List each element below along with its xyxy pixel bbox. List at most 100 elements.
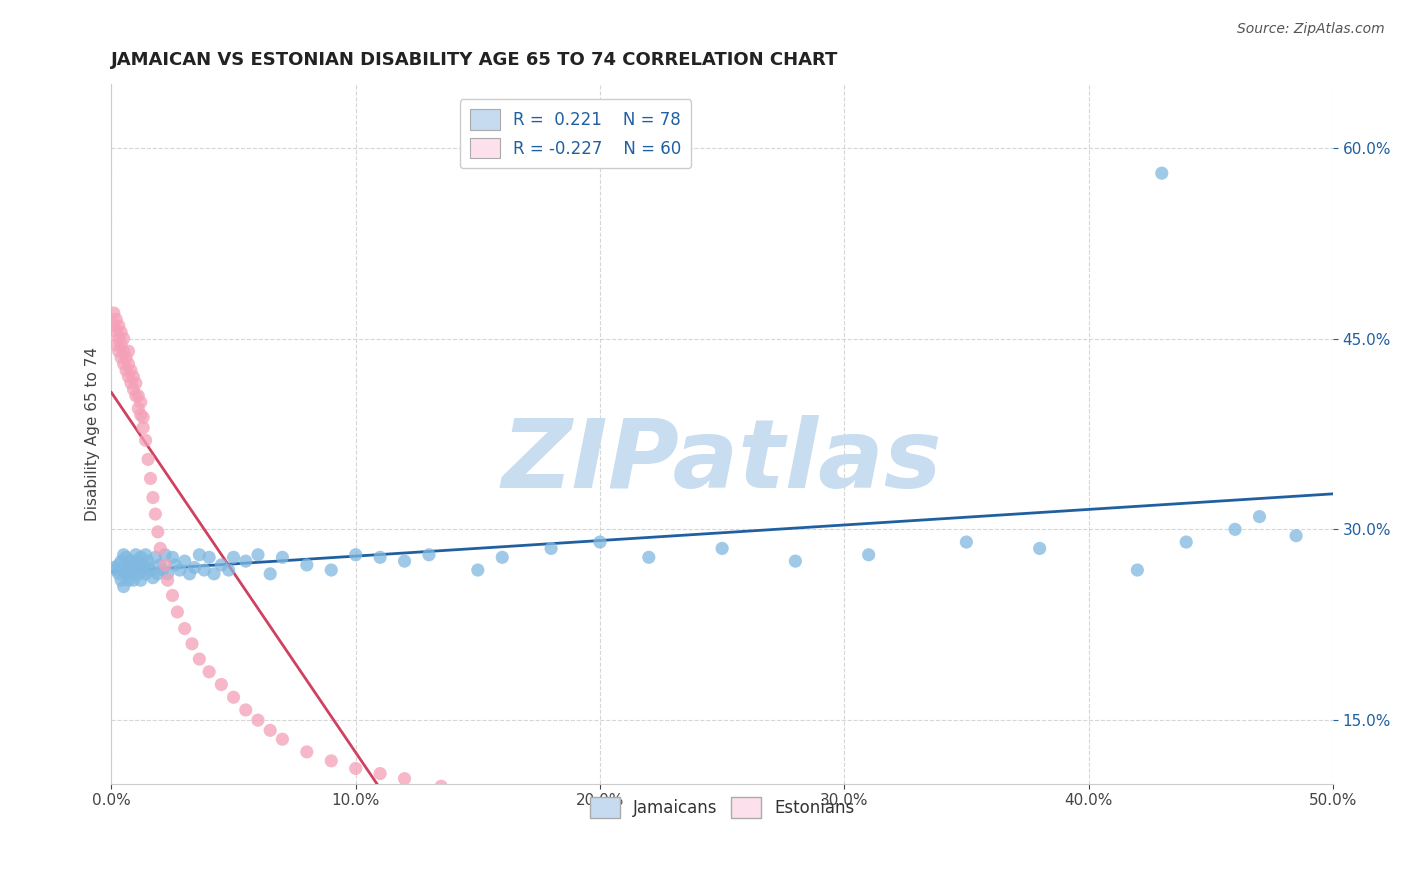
Text: JAMAICAN VS ESTONIAN DISABILITY AGE 65 TO 74 CORRELATION CHART: JAMAICAN VS ESTONIAN DISABILITY AGE 65 T… [111,51,839,69]
Point [166,605,188,619]
Point [149,558,172,572]
Point [115,351,138,365]
Point [103,560,125,574]
Point [271,732,294,747]
Point [136,554,159,568]
Point [110,573,132,587]
Point [1028,541,1050,556]
Point [117,369,139,384]
Point [163,558,186,572]
Point [1223,522,1246,536]
Point [246,713,269,727]
Point [115,363,138,377]
Point [125,548,148,562]
Point [179,566,201,581]
Point [162,550,184,565]
Point [516,789,538,804]
Point [418,548,440,562]
Point [136,452,159,467]
Point [105,312,128,326]
Point [858,548,880,562]
Point [193,563,215,577]
Point [785,554,807,568]
Point [430,779,453,793]
Point [246,548,269,562]
Point [122,558,145,572]
Point [125,376,148,390]
Point [209,677,232,691]
Point [103,306,125,320]
Point [368,550,391,565]
Point [142,571,165,585]
Point [107,332,129,346]
Point [152,563,174,577]
Point [145,550,167,565]
Point [107,344,129,359]
Point [115,566,138,581]
Point [105,325,128,339]
Point [394,554,416,568]
Point [142,491,165,505]
Point [540,541,562,556]
Point [122,573,145,587]
Point [183,560,205,574]
Point [169,563,191,577]
Point [153,558,176,572]
Point [127,560,149,574]
Point [120,566,142,581]
Point [139,563,162,577]
Point [637,550,659,565]
Point [129,395,152,409]
Point [188,548,211,562]
Point [135,434,157,448]
Point [368,766,391,780]
Point [120,554,142,568]
Point [120,376,142,390]
Point [344,762,367,776]
Point [125,389,148,403]
Point [188,652,211,666]
Point [117,357,139,371]
Point [344,548,367,562]
Point [222,690,245,705]
Point [202,566,225,581]
Point [173,554,195,568]
Point [156,566,179,581]
Point [122,383,145,397]
Point [198,665,221,679]
Point [136,560,159,574]
Point [125,563,148,577]
Point [132,563,155,577]
Point [120,363,142,377]
Point [222,550,245,565]
Point [135,548,157,562]
Point [110,325,132,339]
Point [115,550,138,565]
Point [105,563,128,577]
Point [198,550,221,565]
Point [112,563,135,577]
Point [394,772,416,786]
Point [295,745,318,759]
Point [145,507,167,521]
Point [117,573,139,587]
Point [129,550,152,565]
Point [112,344,135,359]
Point [107,558,129,572]
Point [125,554,148,568]
Point [711,541,734,556]
Point [259,566,281,581]
Point [181,637,204,651]
Point [1126,563,1149,577]
Point [491,550,513,565]
Point [110,338,132,352]
Point [321,754,343,768]
Point [209,558,232,572]
Point [1285,529,1308,543]
Point [132,558,155,572]
Point [127,401,149,416]
Point [218,563,240,577]
Point [1249,509,1271,524]
Point [112,357,135,371]
Point [146,524,169,539]
